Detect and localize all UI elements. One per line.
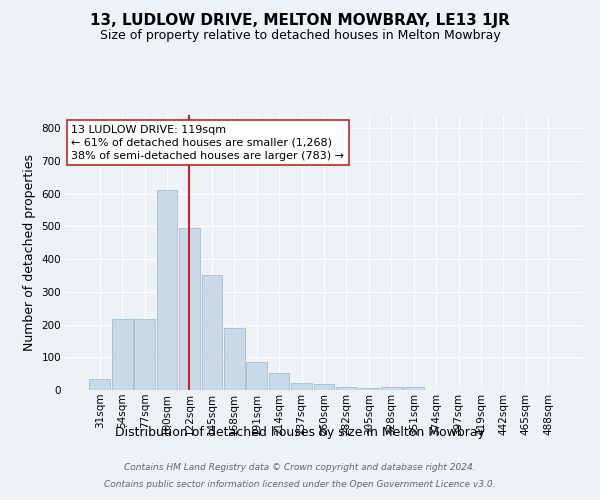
Y-axis label: Number of detached properties: Number of detached properties <box>23 154 36 351</box>
Bar <box>359 388 379 390</box>
Bar <box>179 228 200 390</box>
Bar <box>89 378 110 390</box>
Bar <box>247 362 267 390</box>
Text: Contains HM Land Registry data © Crown copyright and database right 2024.: Contains HM Land Registry data © Crown c… <box>124 464 476 472</box>
Text: Distribution of detached houses by size in Melton Mowbray: Distribution of detached houses by size … <box>115 426 485 439</box>
Text: Contains public sector information licensed under the Open Government Licence v3: Contains public sector information licen… <box>104 480 496 489</box>
Bar <box>157 190 178 390</box>
Bar <box>134 318 155 390</box>
Text: Size of property relative to detached houses in Melton Mowbray: Size of property relative to detached ho… <box>100 29 500 42</box>
Bar <box>269 373 289 390</box>
Bar <box>381 387 401 390</box>
Text: 13, LUDLOW DRIVE, MELTON MOWBRAY, LE13 1JR: 13, LUDLOW DRIVE, MELTON MOWBRAY, LE13 1… <box>90 12 510 28</box>
Bar <box>314 384 334 390</box>
Text: 13 LUDLOW DRIVE: 119sqm
← 61% of detached houses are smaller (1,268)
38% of semi: 13 LUDLOW DRIVE: 119sqm ← 61% of detache… <box>71 124 344 161</box>
Bar <box>291 383 312 390</box>
Bar <box>112 318 133 390</box>
Bar <box>403 388 424 390</box>
Bar <box>202 276 222 390</box>
Bar <box>224 328 245 390</box>
Bar <box>336 388 357 390</box>
